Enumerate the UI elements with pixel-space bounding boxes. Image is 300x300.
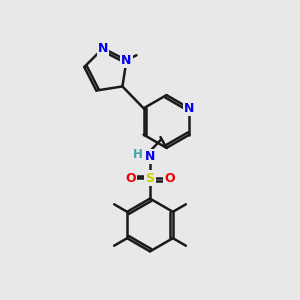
Text: H: H bbox=[133, 148, 142, 161]
Text: N: N bbox=[184, 102, 195, 115]
Text: N: N bbox=[145, 150, 155, 163]
Text: O: O bbox=[164, 172, 175, 185]
Text: O: O bbox=[125, 172, 136, 185]
Text: N: N bbox=[122, 54, 132, 67]
Text: S: S bbox=[146, 172, 154, 185]
Text: N: N bbox=[98, 42, 108, 55]
